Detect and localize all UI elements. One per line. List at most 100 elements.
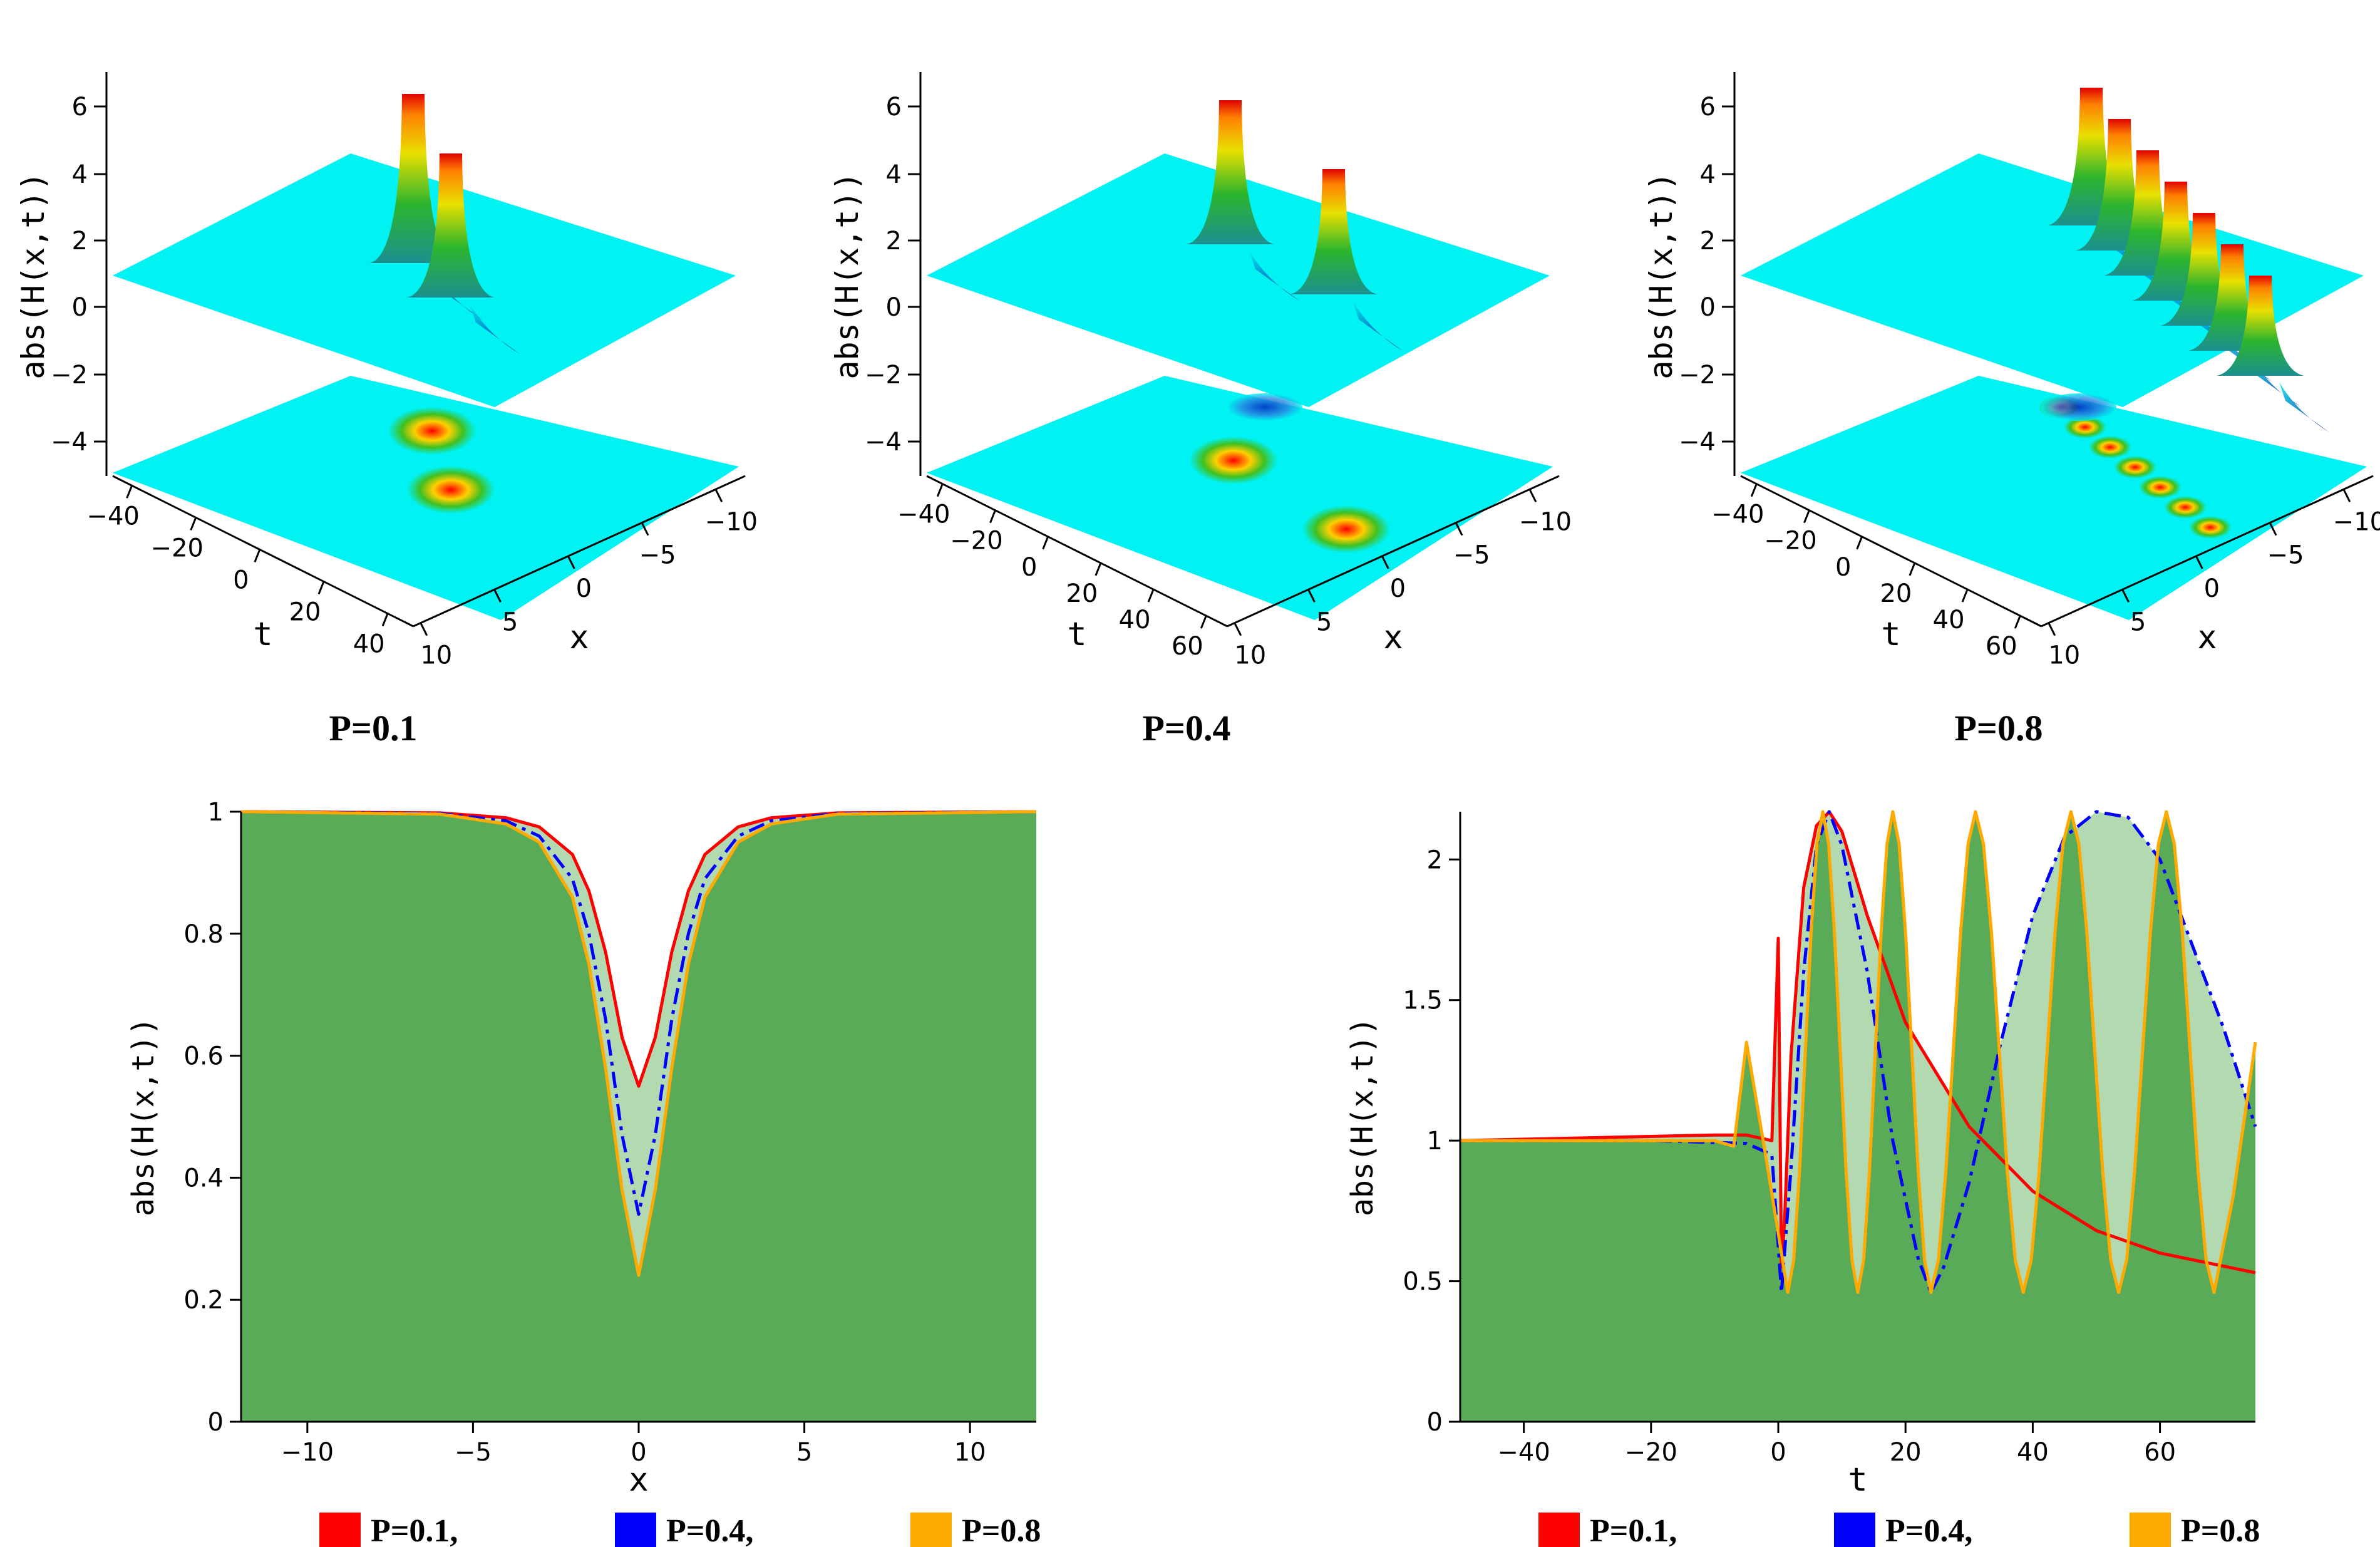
x-tick [1381,556,1389,569]
t-tick [1750,484,1758,497]
z-tick-label: 6 [1700,93,1716,122]
t-tick [2014,615,2021,629]
t-axis-label: t [1067,616,1086,653]
projection-spot [2114,456,2156,479]
x-tick [567,556,575,569]
y-axis-label: abs(H(x,t)) [1345,1017,1380,1216]
t-tick-label: −20 [950,527,1002,556]
z-tick-label: −2 [1679,361,1716,390]
area-fill-lower [241,812,1036,1422]
caption-p01: P=0.1 [329,708,418,748]
z-tick-label: 2 [886,227,902,256]
surface-sheet-bottom [1741,376,2367,620]
legend-label: P=0.8 [962,1513,1041,1547]
surface-plot-p08: 6420−2−4abs(H(x,t))−40−200204060t1050−5−… [1643,72,2380,670]
t-tick-label: −40 [1711,500,1764,529]
x-tick-label: −10 [2333,507,2380,536]
legend-swatch [2130,1513,2171,1547]
series-line-P=0.4 [1460,810,2257,1294]
z-axis-label: abs(H(x,t)) [1643,172,1679,379]
t-tick [317,581,325,595]
z-tick-label: 2 [72,227,88,256]
y-tick-label: 0.4 [183,1164,224,1193]
surface-peak [2076,119,2163,251]
x-tick [1455,522,1463,536]
surface-valley [2279,382,2329,432]
surface-peak [2188,244,2276,351]
x-tick-label: 0 [576,574,592,603]
y-tick-label: 0 [208,1408,224,1437]
surface-sheet-top [927,153,1550,407]
caption-p08: P=0.8 [1955,708,2043,748]
x-tick-label: −5 [1453,541,1490,570]
x-axis-label: x [1383,619,1403,656]
x-tick [1307,589,1316,603]
y-axis-label: abs(H(x,t)) [126,1017,161,1216]
projection-spot [2164,496,2207,519]
z-tick-label: −2 [865,361,902,390]
y-tick-label: 2 [1427,846,1443,874]
x-tick-label: 10 [420,641,452,670]
x-tick-label: 0 [1390,574,1406,603]
y-tick-label: 0.5 [1403,1268,1443,1296]
y-tick-label: 0.2 [183,1286,224,1315]
projection-spot [2189,516,2232,539]
legend-swatch [615,1513,656,1547]
t-tick [190,517,197,530]
surface-peak [2132,182,2220,301]
x-tick-label: 0 [2204,574,2220,603]
t-tick-label: 20 [1880,579,1912,608]
projection-spot [2089,436,2131,458]
z-tick-label: 0 [72,293,88,322]
t-tick [989,510,996,524]
x-tick-label: −5 [455,1438,492,1467]
projection-shadow [2041,393,2116,421]
x-tick-label: 5 [796,1438,812,1467]
series-line-P=0.1 [240,810,1037,1088]
t-tick-label: 0 [233,566,249,594]
x-tick [1234,622,1242,636]
t-tick [1961,589,1969,603]
projection-spot [407,466,495,514]
surface-peak [2160,213,2248,326]
series-line-P=0.4 [240,810,1037,1216]
t-tick [1095,562,1102,576]
y-tick-label: 0 [1427,1408,1443,1437]
x-axis-label: x [629,1461,648,1499]
z-tick-label: 4 [1700,160,1716,189]
x-tick-label: 5 [502,608,518,636]
x-axis-label: x [2197,619,2217,656]
t-tick [1803,510,1810,524]
caption-p04: P=0.4 [1143,708,1231,748]
x-tick-label: 0 [1770,1438,1786,1467]
z-tick-label: 6 [886,93,902,122]
x-axis-label: x [569,619,589,656]
projection-shadow [1227,393,1302,421]
x-tick-label: 0 [631,1438,646,1467]
legend-swatch [910,1513,952,1547]
x-tick [493,589,502,603]
x-tick [2195,556,2203,569]
t-tick-label: 40 [1933,606,1965,634]
x-tick [641,522,649,536]
surface-peak [2048,88,2135,225]
z-tick-label: 6 [72,93,88,122]
t-tick-label: −20 [151,534,203,562]
t-tick-label: 0 [1021,553,1037,582]
legend-label: P=0.1, [371,1513,458,1547]
x-tick [714,489,723,503]
z-tick-label: −2 [51,361,88,390]
projection-spot [2064,416,2106,438]
x-tick-label: −40 [1497,1438,1550,1467]
x-tick-label: 10 [954,1438,986,1467]
projection-spot [2139,476,2182,499]
t-tick-label: 40 [1119,606,1151,634]
legend-label: P=0.1, [1590,1513,1677,1547]
x-tick [420,622,428,636]
t-tick-label: 0 [1835,553,1851,582]
series-line-P=0.1 [1460,810,2256,1275]
x-tick-label: −20 [1625,1438,1677,1467]
t-tick-label: 60 [1986,632,2017,661]
legend-swatch [1538,1513,1580,1547]
y-tick-label: 1.5 [1403,986,1443,1015]
